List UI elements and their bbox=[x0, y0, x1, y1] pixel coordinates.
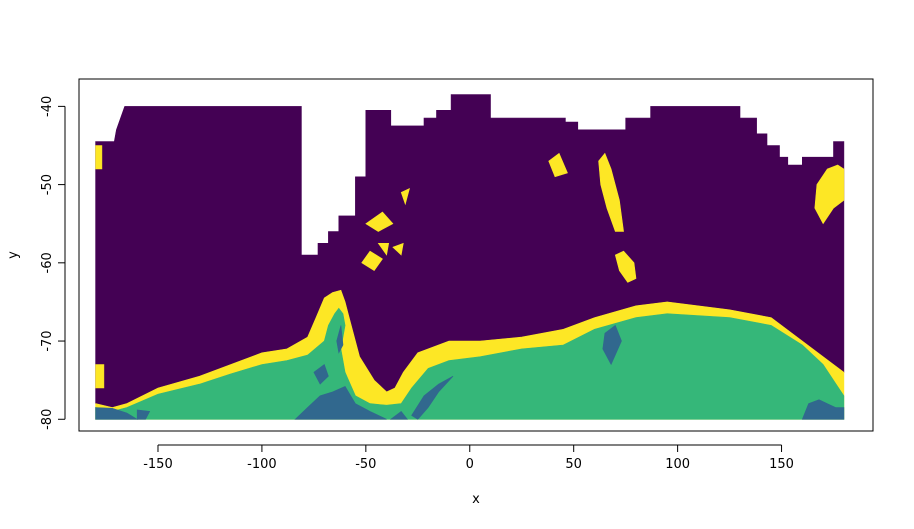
region-sea-ice-edge-7 bbox=[392, 242, 404, 256]
x-tick-label: 150 bbox=[769, 457, 794, 472]
region-land-ice-0 bbox=[95, 407, 139, 420]
x-tick-label: -150 bbox=[143, 457, 173, 472]
y-tick-label: -60 bbox=[40, 252, 55, 273]
x-tick-label: -100 bbox=[247, 457, 277, 472]
region-sea-ice-edge-10 bbox=[548, 152, 568, 178]
y-tick-label: -40 bbox=[40, 96, 55, 117]
x-tick-label: 0 bbox=[466, 457, 474, 472]
region-sea-ice-edge-1 bbox=[814, 164, 845, 225]
y-axis: -40 -50 -60 -70 -80 bbox=[40, 96, 66, 430]
region-land-ice-5 bbox=[411, 375, 454, 420]
x-tick-label: 50 bbox=[565, 457, 582, 472]
y-tick-label: -80 bbox=[40, 409, 55, 430]
region-ice-shelf-0 bbox=[95, 307, 845, 420]
region-land-ice-6 bbox=[389, 410, 409, 420]
y-tick-label: -70 bbox=[40, 330, 55, 351]
plot-frame bbox=[78, 78, 874, 432]
x-tick-label: 100 bbox=[665, 457, 690, 472]
y-tick-label: -50 bbox=[40, 174, 55, 195]
y-axis-title: y bbox=[6, 251, 21, 259]
region-sea-ice-edge-3 bbox=[598, 152, 624, 232]
region-land-ice-4 bbox=[336, 325, 344, 354]
region-sea-ice-edge-9 bbox=[365, 211, 394, 232]
x-axis: -150 -100 -50 0 50 100 150 bbox=[143, 444, 794, 472]
region-sea-ice-edge-5 bbox=[361, 250, 383, 272]
region-land-ice-2 bbox=[294, 386, 387, 420]
region-land-ice-3 bbox=[313, 364, 329, 385]
region-land-ice-1 bbox=[136, 409, 151, 420]
region-land-ice-7 bbox=[602, 324, 622, 366]
region-sea-ice-edge-8 bbox=[400, 187, 410, 206]
region-sea-ice-edge-2 bbox=[95, 145, 103, 170]
region-sea-ice-edge-11 bbox=[95, 364, 105, 389]
x-tick-label: -50 bbox=[355, 457, 376, 472]
raster-layer bbox=[95, 94, 845, 420]
region-land-ice-8 bbox=[801, 399, 845, 420]
x-axis-title: x bbox=[472, 492, 480, 507]
region-sea-ice-edge-6 bbox=[377, 243, 390, 256]
region-sea-ice-edge-4 bbox=[614, 250, 637, 283]
